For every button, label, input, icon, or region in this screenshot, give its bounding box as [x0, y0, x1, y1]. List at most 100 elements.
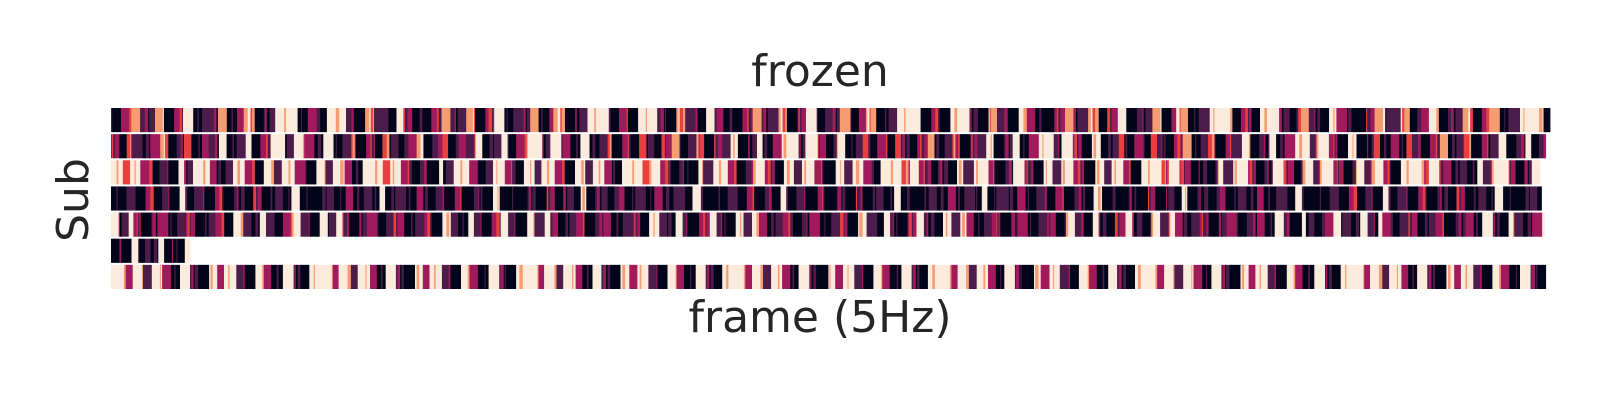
heatmap-cell [114, 238, 117, 263]
heatmap-cell [194, 212, 196, 237]
heatmap-cell [878, 212, 883, 237]
heatmap-cell [1026, 160, 1029, 185]
heatmap-cell [518, 264, 520, 289]
heatmap-cell [125, 160, 128, 185]
heatmap-cell [1318, 264, 1321, 289]
heatmap-cell [1026, 264, 1029, 289]
heatmap-cell [1030, 134, 1033, 159]
heatmap-cell [327, 186, 330, 211]
heatmap-cell [926, 186, 930, 211]
heatmap-cell [854, 212, 857, 237]
heatmap-cell [1234, 134, 1239, 159]
heatmap-cell [684, 108, 686, 133]
heatmap-cell [195, 134, 199, 159]
heatmap-cell [1083, 212, 1086, 237]
heatmap-cell [1428, 134, 1431, 159]
heatmap-cell [657, 160, 661, 185]
heatmap-cell [422, 186, 424, 211]
heatmap-cell [679, 134, 681, 159]
heatmap-cell [1334, 186, 1339, 211]
heatmap-cell [248, 160, 250, 185]
heatmap-cell [1278, 134, 1281, 159]
heatmap-cell [1417, 160, 1421, 185]
heatmap-cell [328, 212, 331, 237]
heatmap-cell [343, 212, 348, 237]
heatmap-cell [1009, 108, 1013, 133]
heatmap-cell [539, 186, 543, 211]
heatmap-cell [157, 186, 161, 211]
heatmap-cell [220, 160, 223, 185]
heatmap-cell [1351, 108, 1353, 133]
heatmap-cell [573, 134, 577, 159]
heatmap-cell [526, 134, 529, 159]
heatmap-cell [526, 108, 531, 133]
heatmap-cell [1480, 212, 1483, 237]
heatmap-cell [228, 108, 232, 133]
heatmap-cell [1000, 134, 1003, 159]
heatmap-cell [400, 108, 404, 133]
heatmap-cell [1020, 108, 1023, 133]
heatmap-cell [1096, 186, 1099, 211]
heatmap-cell [851, 108, 856, 133]
heatmap-cell [1258, 108, 1261, 133]
heatmap-cell [563, 264, 566, 289]
heatmap-cell [349, 212, 352, 237]
heatmap-cell [1180, 160, 1185, 185]
heatmap-cell [1114, 108, 1116, 133]
heatmap-cell [1290, 108, 1295, 133]
heatmap-cell [826, 134, 830, 159]
heatmap-cell [1173, 134, 1177, 159]
heatmap-cell [312, 264, 315, 289]
heatmap-cell [1440, 186, 1443, 211]
heatmap-cell [324, 212, 329, 237]
heatmap-cell [1466, 160, 1468, 185]
heatmap-cell [974, 134, 978, 159]
heatmap-cell [701, 264, 704, 289]
heatmap-cell [406, 186, 410, 211]
heatmap-cell [1257, 264, 1260, 289]
heatmap-cell [1106, 212, 1108, 237]
heatmap-cell [586, 264, 589, 289]
heatmap-cell [1118, 134, 1121, 159]
heatmap-cell [246, 212, 249, 237]
heatmap-cell [573, 186, 576, 211]
heatmap-cell [927, 108, 932, 133]
heatmap-cell [599, 108, 603, 133]
heatmap-cell [462, 264, 466, 289]
heatmap-cell [1535, 186, 1538, 211]
heatmap-cell [529, 212, 532, 237]
heatmap-cell [522, 264, 525, 289]
heatmap-cell [1486, 212, 1489, 237]
heatmap-cell [381, 108, 385, 133]
heatmap-cell [1090, 186, 1093, 211]
heatmap-cell [871, 134, 876, 159]
heatmap-cell [1283, 160, 1287, 185]
heatmap-cell [382, 186, 385, 211]
heatmap-cell [241, 186, 243, 211]
heatmap-cell [1274, 264, 1277, 289]
heatmap-cell [415, 160, 417, 185]
heatmap-cell [616, 134, 619, 159]
heatmap-cell [634, 108, 638, 133]
heatmap-cell [1071, 108, 1074, 133]
heatmap-cell [1114, 160, 1117, 185]
heatmap-cell [588, 108, 591, 133]
heatmap-cell [1543, 212, 1545, 237]
heatmap-cell [350, 212, 355, 237]
heatmap-cell [1448, 108, 1450, 133]
heatmap-cell [1526, 212, 1529, 237]
heatmap-cell [1445, 186, 1449, 211]
heatmap-cell [1150, 186, 1155, 211]
heatmap-cell [123, 264, 127, 289]
heatmap-cell [1234, 160, 1238, 185]
heatmap-cell [925, 134, 929, 159]
heatmap-cell [149, 238, 151, 263]
heatmap-cell [1520, 212, 1524, 237]
heatmap-cell [1360, 212, 1362, 237]
heatmap-cell [1124, 108, 1127, 133]
heatmap-cell [661, 160, 665, 185]
heatmap-cell [529, 264, 532, 289]
heatmap-cell [1127, 134, 1131, 159]
heatmap-cell [760, 134, 762, 159]
heatmap-cell [996, 134, 999, 159]
